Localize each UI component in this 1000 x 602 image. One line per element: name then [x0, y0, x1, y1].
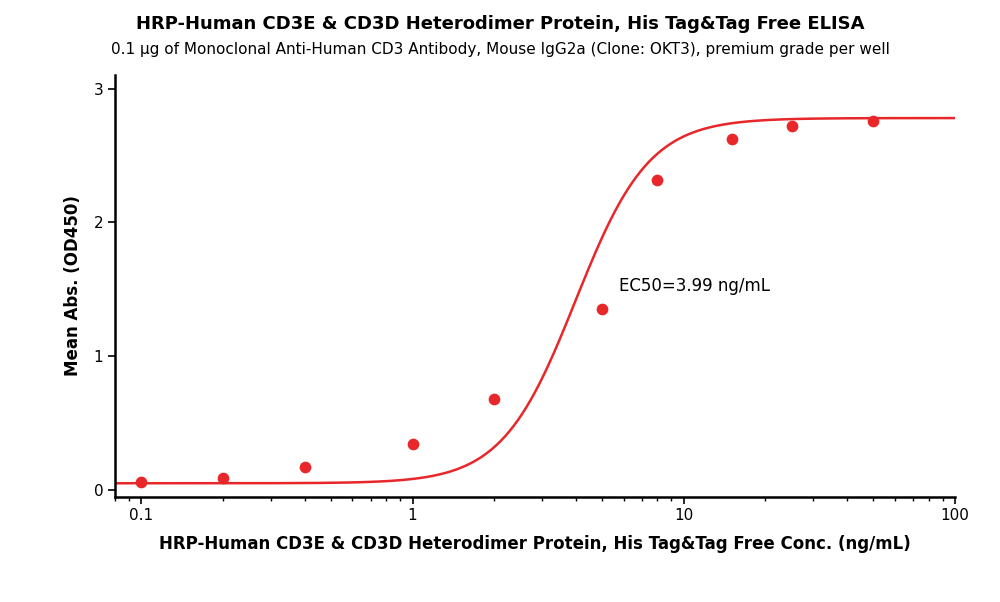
X-axis label: HRP-Human CD3E & CD3D Heterodimer Protein, His Tag&Tag Free Conc. (ng/mL): HRP-Human CD3E & CD3D Heterodimer Protei… — [159, 535, 911, 553]
Text: 0.1 μg of Monoclonal Anti-Human CD3 Antibody, Mouse IgG2a (Clone: OKT3), premium: 0.1 μg of Monoclonal Anti-Human CD3 Anti… — [111, 42, 889, 57]
Point — [724, 135, 740, 144]
Text: EC50=3.99 ng/mL: EC50=3.99 ng/mL — [619, 277, 770, 295]
Point — [486, 394, 502, 404]
Point — [649, 175, 665, 184]
Point — [865, 116, 881, 126]
Point — [297, 462, 313, 472]
Y-axis label: Mean Abs. (OD450): Mean Abs. (OD450) — [64, 196, 82, 376]
Point — [405, 439, 421, 449]
Point — [594, 305, 610, 314]
Point — [784, 121, 800, 131]
Text: HRP-Human CD3E & CD3D Heterodimer Protein, His Tag&Tag Free ELISA: HRP-Human CD3E & CD3D Heterodimer Protei… — [136, 15, 864, 33]
Point — [215, 473, 231, 483]
Point — [133, 477, 149, 487]
